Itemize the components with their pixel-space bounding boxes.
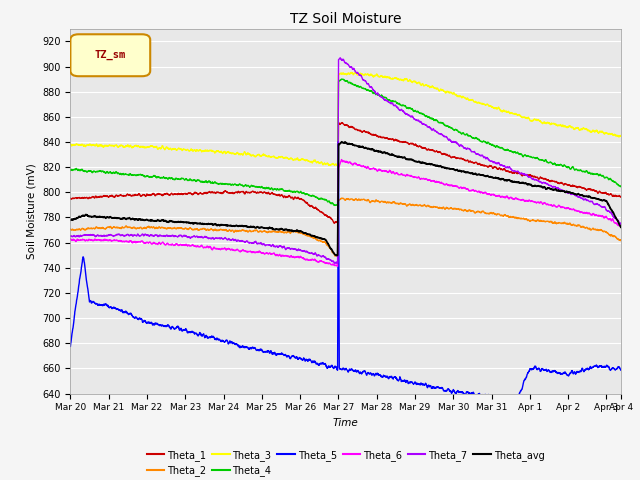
Theta_2 [332, 253, 339, 259]
Theta_6 [301, 256, 309, 262]
Theta_avg [162, 218, 170, 224]
Theta_1 [67, 195, 74, 201]
Title: TZ Soil Moisture: TZ Soil Moisture [290, 12, 401, 26]
Theta_4 [607, 176, 614, 181]
Theta_2 [162, 226, 170, 231]
Theta_1 [162, 191, 170, 197]
Theta_5 [512, 398, 520, 404]
Theta_5 [301, 358, 309, 364]
Theta_5 [67, 344, 74, 349]
Theta_7 [547, 183, 555, 189]
Theta_3 [333, 163, 341, 168]
Theta_7 [129, 233, 137, 239]
Theta_4 [301, 192, 309, 197]
Theta_3 [301, 157, 309, 163]
Theta_avg [278, 226, 285, 231]
Theta_avg [301, 230, 309, 236]
Theta_avg [338, 139, 346, 144]
Theta_3 [617, 133, 625, 139]
Theta_3 [547, 121, 555, 127]
Theta_4 [278, 186, 285, 192]
Theta_avg [617, 224, 625, 230]
FancyBboxPatch shape [70, 34, 150, 76]
Theta_1 [331, 220, 339, 226]
Theta_7 [607, 210, 614, 216]
Theta_avg [67, 217, 74, 223]
Line: Theta_4: Theta_4 [70, 79, 621, 205]
Line: Theta_avg: Theta_avg [70, 142, 621, 255]
Theta_5 [162, 323, 170, 329]
Text: TZ_sm: TZ_sm [95, 50, 126, 60]
Theta_7 [337, 55, 344, 61]
Theta_avg [129, 216, 137, 222]
Y-axis label: Soil Moisture (mV): Soil Moisture (mV) [26, 163, 36, 259]
Theta_2 [67, 226, 74, 232]
Theta_5 [278, 351, 285, 357]
Theta_4 [547, 160, 555, 166]
Theta_3 [129, 144, 137, 149]
Theta_6 [129, 240, 137, 245]
Theta_1 [547, 178, 555, 183]
Theta_6 [67, 236, 74, 242]
Theta_4 [67, 168, 74, 173]
Theta_4 [617, 184, 625, 190]
Theta_2 [617, 237, 625, 243]
Theta_4 [129, 172, 137, 178]
Theta_2 [301, 232, 309, 238]
Theta_1 [278, 192, 285, 198]
Theta_avg [333, 252, 341, 258]
Theta_avg [547, 186, 555, 192]
Theta_4 [331, 203, 339, 208]
Line: Theta_1: Theta_1 [70, 122, 621, 223]
Line: Theta_5: Theta_5 [70, 142, 621, 401]
Theta_3 [162, 145, 170, 151]
Theta_1 [301, 199, 309, 205]
Theta_7 [278, 244, 285, 250]
Theta_4 [338, 76, 346, 82]
Theta_6 [334, 264, 342, 269]
Theta_6 [547, 202, 555, 208]
Theta_5 [607, 368, 614, 373]
Theta_6 [607, 216, 614, 222]
Theta_1 [335, 120, 342, 125]
Theta_2 [607, 233, 614, 239]
Theta_7 [333, 260, 341, 266]
Theta_1 [617, 194, 625, 200]
Theta_6 [338, 156, 346, 162]
Theta_5 [335, 139, 342, 144]
Theta_6 [278, 253, 285, 259]
Line: Theta_6: Theta_6 [70, 159, 621, 266]
Line: Theta_2: Theta_2 [70, 198, 621, 256]
Theta_6 [162, 242, 170, 248]
Theta_7 [162, 233, 170, 239]
Theta_5 [547, 370, 555, 375]
Theta_2 [129, 225, 137, 231]
Theta_5 [617, 367, 625, 373]
Theta_2 [278, 229, 285, 235]
Theta_7 [301, 249, 309, 254]
Theta_4 [162, 175, 170, 180]
Theta_3 [67, 141, 74, 146]
Theta_1 [129, 192, 137, 198]
Theta_7 [617, 221, 625, 227]
Theta_2 [547, 218, 555, 224]
Line: Theta_7: Theta_7 [70, 58, 621, 263]
Line: Theta_3: Theta_3 [70, 72, 621, 166]
Theta_5 [129, 314, 137, 320]
Legend: Theta_1, Theta_2, Theta_3, Theta_4, Theta_5, Theta_6, Theta_7, Theta_avg: Theta_1, Theta_2, Theta_3, Theta_4, Thet… [143, 446, 548, 480]
X-axis label: Time: Time [333, 418, 358, 428]
Theta_3 [278, 154, 285, 159]
Theta_2 [337, 195, 345, 201]
Theta_6 [617, 224, 625, 229]
Theta_avg [607, 205, 614, 211]
Theta_3 [348, 70, 356, 75]
Theta_7 [67, 233, 74, 239]
Theta_3 [607, 131, 614, 136]
Theta_1 [607, 192, 614, 197]
